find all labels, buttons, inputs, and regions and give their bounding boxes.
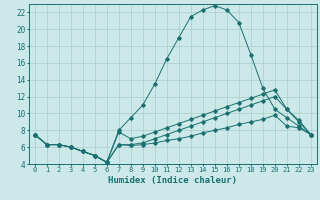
X-axis label: Humidex (Indice chaleur): Humidex (Indice chaleur) bbox=[108, 176, 237, 185]
